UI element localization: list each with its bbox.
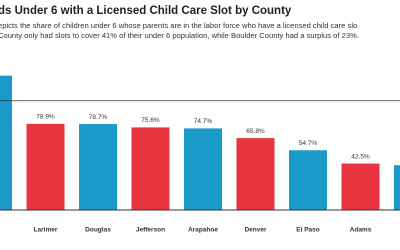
x-tick-label: Jefferson [136,227,165,234]
value-label: 54.7% [299,140,318,147]
bar [184,128,222,210]
bar [341,163,380,210]
bar [236,138,275,210]
bar [131,127,170,210]
x-tick-label: Arapahoe [188,227,218,234]
bar [79,124,117,210]
value-label: 78.9% [36,114,55,121]
x-tick-label: Denver [244,227,267,234]
bar [289,150,327,210]
value-label: 74.7% [194,118,213,125]
value-label: 42.5% [351,153,370,160]
x-tick-label: Larimer [34,227,58,234]
value-label: 78.7% [89,114,108,121]
chart-subtitle: County only had slots to cover 41% of th… [0,31,359,40]
value-label: 65.8% [246,128,265,135]
x-tick-label: El Paso [296,227,320,234]
bar [0,75,12,211]
chart-subtitle: epicts the share of children under 6 who… [0,21,357,30]
chart-title: ds Under 6 with a Licensed Child Care Sl… [0,5,292,17]
bar [26,123,65,210]
x-tick-label: Adams [350,227,372,234]
value-label: 75.6% [141,117,160,124]
bar [394,165,400,210]
x-tick-label: Douglas [85,227,111,234]
